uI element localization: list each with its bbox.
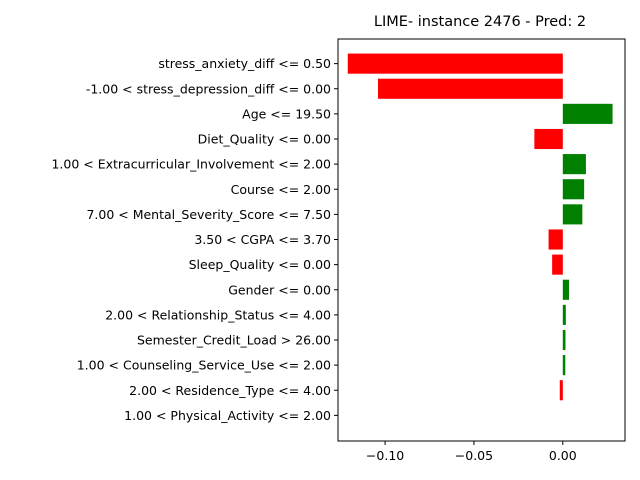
- y-tick-labels: stress_anxiety_diff <= 0.50 -1.00 < stres…: [51, 56, 338, 423]
- y-tick-label: Diet_Quality <= 0.00: [198, 132, 331, 147]
- y-tick-label: 1.00 < Counseling_Service_Use <= 2.00: [77, 358, 331, 373]
- y-tick-label: 7.00 < Mental_Severity_Score <= 7.50: [86, 207, 331, 222]
- bar: [552, 254, 563, 275]
- bar: [377, 78, 563, 99]
- bars-group: [347, 53, 613, 401]
- bar: [347, 53, 563, 74]
- plot-frame: [337, 38, 626, 442]
- y-tick-label: 2.00 < Relationship_Status <= 4.00: [105, 307, 331, 322]
- y-tick-label: -1.00 < stress_depression_diff <= 0.00: [86, 81, 331, 96]
- bar: [562, 279, 570, 300]
- bar: [562, 304, 566, 325]
- y-tick-label: 1.00 < Physical_Activity <= 2.00: [124, 408, 331, 423]
- bar: [562, 103, 613, 124]
- y-tick-label: Semester_Credit_Load > 26.00: [137, 333, 331, 348]
- x-tick-label: 0.00: [549, 448, 577, 463]
- bar: [534, 128, 563, 150]
- bar: [559, 380, 563, 401]
- bar: [562, 179, 585, 200]
- x-tick-label: −0.10: [366, 448, 404, 463]
- bar: [562, 154, 586, 175]
- y-tick-label: 2.00 < Residence_Type <= 4.00: [129, 383, 331, 398]
- bar: [562, 204, 583, 225]
- bar: [562, 329, 566, 351]
- y-tick-label: 3.50 < CGPA <= 3.70: [194, 232, 331, 247]
- x-tick-label: −0.05: [455, 448, 493, 463]
- y-tick-label: stress_anxiety_diff <= 0.50: [158, 56, 331, 71]
- y-tick-label: 1.00 < Extracurricular_Involvement <= 2.…: [51, 157, 331, 172]
- y-tick-label: Gender <= 0.00: [228, 282, 331, 297]
- y-tick-label: Course <= 2.00: [231, 182, 331, 197]
- bar: [562, 355, 566, 376]
- y-tick-label: Age <= 19.50: [242, 106, 331, 121]
- y-tick-label: Sleep_Quality <= 0.00: [189, 257, 331, 272]
- x-axis: −0.10 −0.05 0.00: [366, 441, 577, 463]
- chart-title: LIME- instance 2476 - Pred: 2: [374, 14, 586, 30]
- bar: [548, 229, 563, 250]
